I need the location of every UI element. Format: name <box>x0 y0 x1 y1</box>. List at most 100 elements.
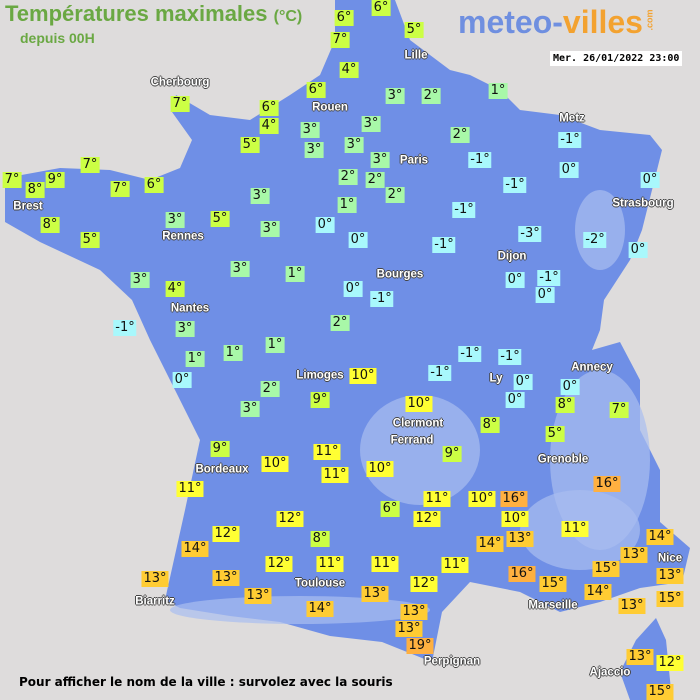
temperature-label[interactable]: -1° <box>432 237 456 253</box>
temperature-label[interactable]: -1° <box>558 132 582 148</box>
temperature-label[interactable]: 13° <box>212 570 240 586</box>
temperature-label[interactable]: 0° <box>315 217 335 233</box>
temperature-label[interactable]: -1° <box>452 202 476 218</box>
temperature-label[interactable]: 15° <box>539 576 567 592</box>
temperature-label[interactable]: 4° <box>165 281 185 297</box>
temperature-label[interactable]: 2° <box>338 169 358 185</box>
temperature-label[interactable]: -1° <box>537 270 561 286</box>
temperature-label[interactable]: 11° <box>176 481 204 497</box>
temperature-label[interactable]: 11° <box>316 556 344 572</box>
temperature-label[interactable]: 5° <box>404 22 424 38</box>
temperature-label[interactable]: 13° <box>618 598 646 614</box>
temperature-label[interactable]: 10° <box>501 511 529 527</box>
temperature-label[interactable]: 13° <box>506 531 534 547</box>
temperature-label[interactable]: 12° <box>212 526 240 542</box>
temperature-label[interactable]: 9° <box>210 441 230 457</box>
temperature-label[interactable]: 2° <box>260 381 280 397</box>
temperature-label[interactable]: 3° <box>361 116 381 132</box>
temperature-label[interactable]: 3° <box>385 88 405 104</box>
temperature-label[interactable]: 16° <box>593 476 621 492</box>
temperature-label[interactable]: 12° <box>410 576 438 592</box>
temperature-label[interactable]: 1° <box>285 266 305 282</box>
temperature-label[interactable]: 2° <box>330 315 350 331</box>
temperature-label[interactable]: 8° <box>25 182 45 198</box>
temperature-label[interactable]: 11° <box>313 444 341 460</box>
temperature-label[interactable]: 3° <box>250 188 270 204</box>
temperature-label[interactable]: 0° <box>172 372 192 388</box>
temperature-label[interactable]: 13° <box>626 649 654 665</box>
temperature-label[interactable]: 0° <box>559 162 579 178</box>
temperature-label[interactable]: -1° <box>113 320 137 336</box>
temperature-label[interactable]: 15° <box>656 591 684 607</box>
temperature-label[interactable]: 3° <box>260 221 280 237</box>
temperature-label[interactable]: 10° <box>349 368 377 384</box>
temperature-label[interactable]: 10° <box>468 491 496 507</box>
temperature-label[interactable]: 14° <box>181 541 209 557</box>
temperature-label[interactable]: 9° <box>45 172 65 188</box>
temperature-label[interactable]: 6° <box>371 0 391 16</box>
temperature-label[interactable]: 1° <box>488 83 508 99</box>
temperature-label[interactable]: 11° <box>561 521 589 537</box>
temperature-label[interactable]: 14° <box>646 529 674 545</box>
temperature-label[interactable]: 0° <box>348 232 368 248</box>
temperature-label[interactable]: 2° <box>421 88 441 104</box>
temperature-label[interactable]: 3° <box>130 272 150 288</box>
temperature-label[interactable]: 8° <box>555 397 575 413</box>
temperature-label[interactable]: 2° <box>385 187 405 203</box>
temperature-label[interactable]: 7° <box>609 402 629 418</box>
temperature-label[interactable]: 7° <box>80 157 100 173</box>
temperature-label[interactable]: -1° <box>503 177 527 193</box>
temperature-label[interactable]: 16° <box>508 566 536 582</box>
temperature-label[interactable]: -2° <box>583 232 607 248</box>
temperature-label[interactable]: 12° <box>656 655 684 671</box>
temperature-label[interactable]: 11° <box>371 556 399 572</box>
temperature-label[interactable]: 10° <box>261 456 289 472</box>
temperature-label[interactable]: 2° <box>365 172 385 188</box>
temperature-label[interactable]: 4° <box>259 118 279 134</box>
temperature-label[interactable]: 12° <box>413 511 441 527</box>
temperature-label[interactable]: 0° <box>628 242 648 258</box>
temperature-label[interactable]: -1° <box>428 365 452 381</box>
temperature-label[interactable]: 5° <box>545 426 565 442</box>
temperature-label[interactable]: 6° <box>144 177 164 193</box>
temperature-label[interactable]: 14° <box>476 536 504 552</box>
temperature-label[interactable]: 12° <box>265 556 293 572</box>
temperature-label[interactable]: 0° <box>535 287 555 303</box>
temperature-label[interactable]: 0° <box>513 374 533 390</box>
temperature-label[interactable]: 5° <box>210 211 230 227</box>
temperature-label[interactable]: 9° <box>310 392 330 408</box>
temperature-label[interactable]: 11° <box>423 491 451 507</box>
temperature-label[interactable]: 0° <box>505 272 525 288</box>
temperature-label[interactable]: 12° <box>276 511 304 527</box>
temperature-label[interactable]: 13° <box>395 621 423 637</box>
temperature-label[interactable]: 4° <box>339 62 359 78</box>
temperature-label[interactable]: 13° <box>656 568 684 584</box>
temperature-label[interactable]: 6° <box>380 501 400 517</box>
temperature-label[interactable]: 7° <box>330 32 350 48</box>
temperature-label[interactable]: 16° <box>500 491 528 507</box>
temperature-label[interactable]: 7° <box>170 96 190 112</box>
temperature-label[interactable]: 10° <box>366 461 394 477</box>
temperature-label[interactable]: 5° <box>240 137 260 153</box>
temperature-label[interactable]: 3° <box>175 321 195 337</box>
temperature-label[interactable]: 3° <box>370 152 390 168</box>
temperature-label[interactable]: 1° <box>223 345 243 361</box>
temperature-label[interactable]: 3° <box>165 212 185 228</box>
temperature-label[interactable]: 3° <box>230 261 250 277</box>
temperature-label[interactable]: -1° <box>458 346 482 362</box>
temperature-label[interactable]: 13° <box>361 586 389 602</box>
temperature-label[interactable]: 13° <box>244 588 272 604</box>
temperature-label[interactable]: 15° <box>592 561 620 577</box>
temperature-label[interactable]: 7° <box>2 172 22 188</box>
temperature-label[interactable]: -1° <box>370 291 394 307</box>
temperature-label[interactable]: 1° <box>185 351 205 367</box>
temperature-label[interactable]: 6° <box>334 10 354 26</box>
temperature-label[interactable]: 0° <box>505 392 525 408</box>
temperature-label[interactable]: 8° <box>310 531 330 547</box>
temperature-label[interactable]: 8° <box>480 417 500 433</box>
temperature-label[interactable]: 0° <box>560 379 580 395</box>
temperature-label[interactable]: 5° <box>80 232 100 248</box>
temperature-label[interactable]: 13° <box>400 604 428 620</box>
temperature-label[interactable]: 6° <box>306 82 326 98</box>
temperature-label[interactable]: 2° <box>450 127 470 143</box>
